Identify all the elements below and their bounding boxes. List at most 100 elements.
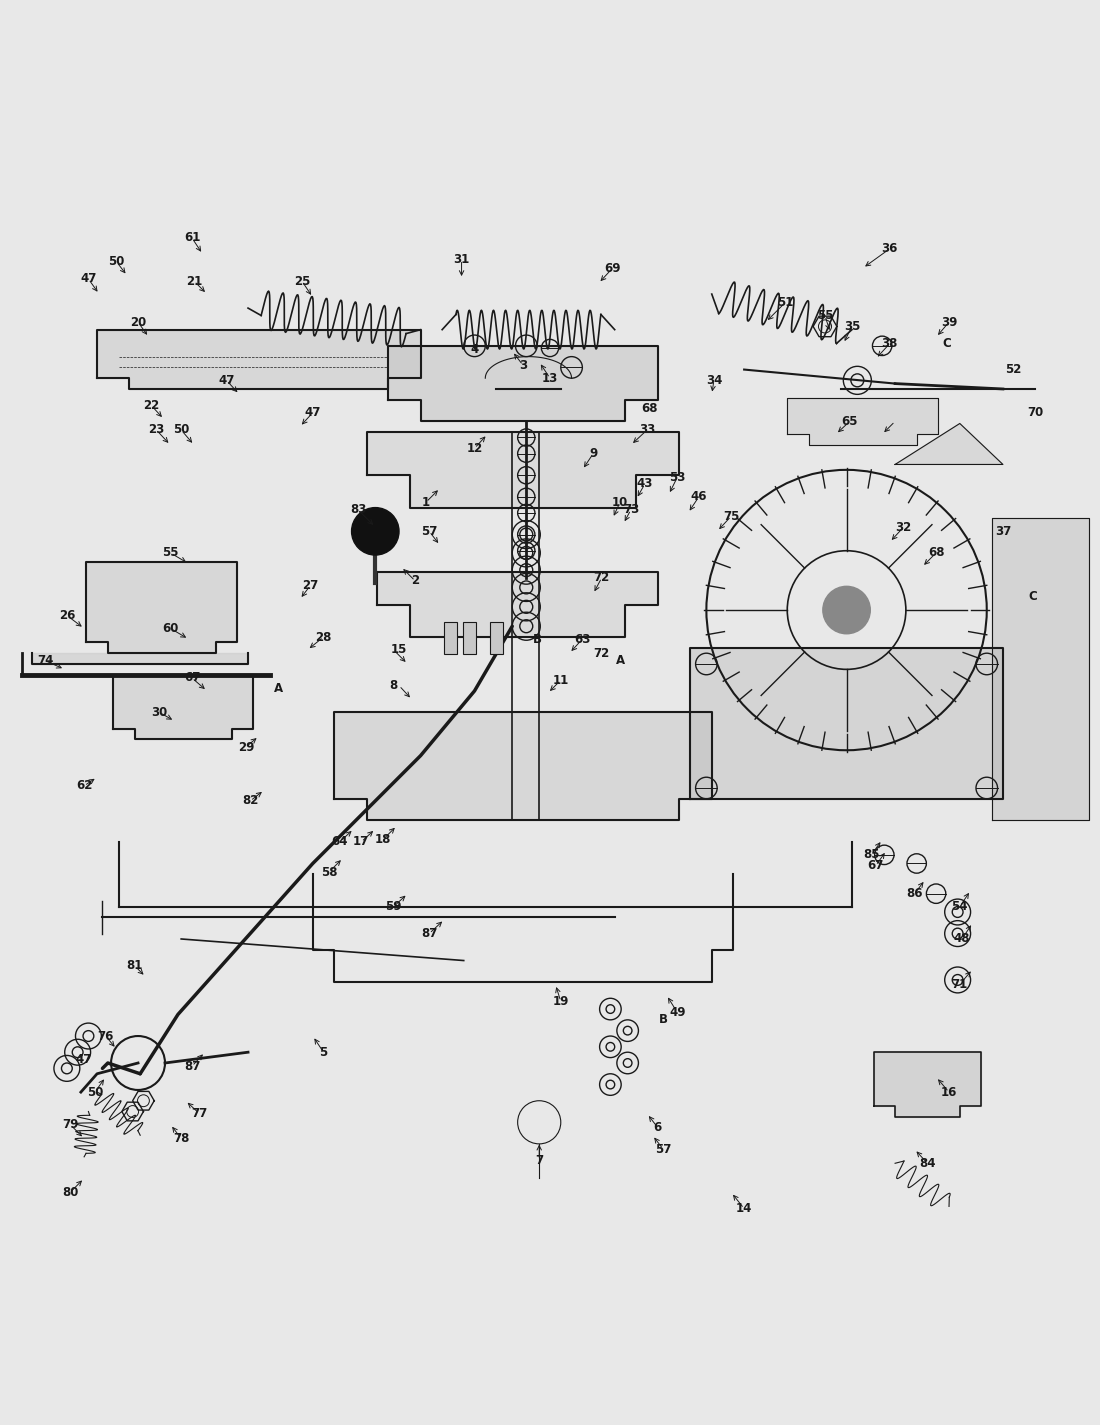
Polygon shape bbox=[377, 573, 658, 637]
Bar bbox=[444, 621, 458, 654]
Text: 27: 27 bbox=[302, 579, 319, 591]
Text: 17: 17 bbox=[353, 835, 370, 848]
Text: 85: 85 bbox=[864, 848, 880, 861]
Bar bbox=[463, 621, 475, 654]
Text: 55: 55 bbox=[162, 546, 178, 560]
Text: 54: 54 bbox=[952, 901, 968, 913]
Text: 10: 10 bbox=[612, 496, 628, 509]
Text: 72: 72 bbox=[594, 647, 609, 660]
Text: 31: 31 bbox=[453, 254, 470, 266]
Text: 14: 14 bbox=[736, 1203, 752, 1216]
Text: 67: 67 bbox=[184, 671, 200, 684]
Bar bbox=[490, 621, 503, 654]
Text: 48: 48 bbox=[954, 932, 970, 945]
Text: 43: 43 bbox=[637, 477, 653, 490]
Text: 67: 67 bbox=[868, 859, 884, 872]
Text: 30: 30 bbox=[152, 705, 167, 720]
Text: 51: 51 bbox=[777, 296, 793, 309]
Text: 52: 52 bbox=[1005, 363, 1022, 376]
Polygon shape bbox=[86, 561, 238, 653]
Text: 4: 4 bbox=[471, 342, 478, 356]
Polygon shape bbox=[334, 712, 712, 821]
Text: 87: 87 bbox=[184, 1060, 200, 1073]
Text: 12: 12 bbox=[466, 442, 483, 455]
Polygon shape bbox=[895, 423, 1003, 465]
Polygon shape bbox=[32, 653, 248, 664]
Text: A: A bbox=[616, 654, 625, 667]
Text: 1: 1 bbox=[422, 496, 430, 509]
Text: 11: 11 bbox=[552, 674, 569, 687]
Text: 33: 33 bbox=[639, 423, 656, 436]
Text: 77: 77 bbox=[191, 1107, 208, 1120]
Text: 38: 38 bbox=[881, 338, 898, 351]
Text: 60: 60 bbox=[162, 621, 178, 636]
Text: B: B bbox=[659, 1013, 668, 1026]
Text: 2: 2 bbox=[411, 574, 419, 587]
Text: 18: 18 bbox=[375, 834, 390, 846]
Text: 19: 19 bbox=[552, 995, 569, 1007]
Text: 49: 49 bbox=[669, 1006, 685, 1019]
Text: 7: 7 bbox=[536, 1154, 543, 1167]
Text: 28: 28 bbox=[316, 630, 332, 644]
Text: 50: 50 bbox=[87, 1086, 103, 1099]
Text: 26: 26 bbox=[58, 608, 75, 621]
Polygon shape bbox=[992, 519, 1089, 821]
Text: 75: 75 bbox=[723, 510, 739, 523]
Text: 62: 62 bbox=[76, 779, 92, 792]
Text: 78: 78 bbox=[173, 1131, 189, 1144]
Text: 50: 50 bbox=[108, 255, 124, 268]
Text: 9: 9 bbox=[588, 447, 597, 460]
Text: 79: 79 bbox=[62, 1119, 78, 1131]
Text: 3: 3 bbox=[519, 359, 527, 372]
Text: 37: 37 bbox=[994, 524, 1011, 537]
Text: C: C bbox=[943, 338, 951, 351]
Text: 32: 32 bbox=[895, 520, 912, 533]
Text: 68: 68 bbox=[927, 546, 944, 560]
Text: 87: 87 bbox=[421, 928, 438, 941]
Text: 58: 58 bbox=[321, 865, 338, 879]
Text: 72: 72 bbox=[594, 571, 609, 584]
Text: 20: 20 bbox=[130, 315, 146, 329]
Polygon shape bbox=[388, 346, 658, 422]
Polygon shape bbox=[366, 432, 680, 507]
Text: 29: 29 bbox=[238, 741, 254, 754]
Text: 23: 23 bbox=[148, 423, 165, 436]
Text: 73: 73 bbox=[623, 503, 639, 516]
Text: 64: 64 bbox=[331, 835, 348, 848]
Polygon shape bbox=[97, 329, 420, 389]
Text: 86: 86 bbox=[906, 888, 923, 901]
Polygon shape bbox=[113, 675, 253, 740]
Text: 50: 50 bbox=[173, 423, 189, 436]
Text: 39: 39 bbox=[940, 315, 957, 329]
Text: 47: 47 bbox=[80, 272, 97, 285]
Text: 76: 76 bbox=[98, 1029, 114, 1043]
Circle shape bbox=[823, 586, 870, 634]
Text: 5: 5 bbox=[319, 1046, 328, 1059]
Text: 35: 35 bbox=[844, 321, 860, 333]
Circle shape bbox=[352, 507, 399, 556]
Polygon shape bbox=[788, 398, 938, 445]
Text: 22: 22 bbox=[143, 399, 160, 412]
Polygon shape bbox=[873, 1052, 981, 1117]
Text: 53: 53 bbox=[669, 470, 685, 484]
Text: 6: 6 bbox=[653, 1121, 662, 1134]
Text: 82: 82 bbox=[242, 794, 258, 808]
Text: 84: 84 bbox=[920, 1157, 936, 1170]
Text: 15: 15 bbox=[390, 644, 407, 657]
Text: A: A bbox=[274, 683, 283, 695]
Text: 61: 61 bbox=[184, 231, 200, 245]
Text: 47: 47 bbox=[218, 373, 234, 386]
Text: 16: 16 bbox=[940, 1086, 957, 1099]
Text: 25: 25 bbox=[294, 275, 310, 288]
Text: 57: 57 bbox=[421, 524, 438, 537]
Text: B: B bbox=[532, 633, 541, 646]
Text: 65: 65 bbox=[842, 415, 858, 427]
Text: 8: 8 bbox=[389, 680, 398, 693]
Text: 57: 57 bbox=[654, 1143, 671, 1156]
Text: 55: 55 bbox=[816, 309, 834, 322]
Text: 59: 59 bbox=[385, 901, 402, 913]
Text: 47: 47 bbox=[76, 1053, 92, 1066]
Text: 70: 70 bbox=[1027, 406, 1044, 419]
Text: 80: 80 bbox=[62, 1186, 78, 1198]
Text: 46: 46 bbox=[691, 490, 707, 503]
